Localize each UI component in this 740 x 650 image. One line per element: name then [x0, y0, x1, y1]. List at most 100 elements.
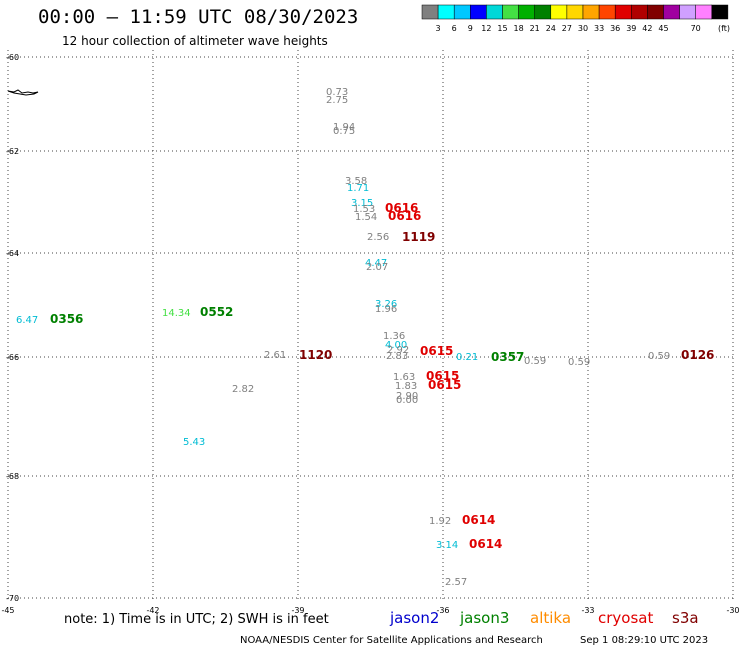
- longitude-tick-label: -45: [1, 606, 14, 615]
- wave-height-label: 1.53: [353, 204, 375, 215]
- longitude-tick-label: -39: [291, 606, 304, 615]
- color-scale-tick-label: 36: [610, 24, 620, 33]
- color-scale-tick-label: 24: [546, 24, 556, 33]
- color-scale-tick-label: 18: [514, 24, 524, 33]
- wave-height-label: 0.59: [568, 357, 590, 368]
- wave-height-label: 1.71: [347, 183, 369, 194]
- color-scale-unit: (ft): [718, 24, 730, 33]
- wave-height-label: 2.82: [232, 384, 254, 395]
- wave-height-label: 2.75: [326, 95, 348, 106]
- color-scale-tick-label: 6: [452, 24, 457, 33]
- longitude-tick-label: -30: [726, 606, 739, 615]
- pass-time-label: 0615: [426, 369, 459, 383]
- wave-height-label: 2.83: [386, 351, 408, 362]
- color-scale-tick-label: 70: [691, 24, 701, 33]
- footer-credit: NOAA/NESDIS Center for Satellite Applica…: [240, 635, 543, 646]
- coastline-fragment: [7, 89, 39, 96]
- color-scale-swatch: [421, 4, 439, 20]
- pass-time-label: 0616: [388, 209, 421, 223]
- color-scale-swatch: [582, 4, 600, 20]
- color-scale-tick-label: 15: [497, 24, 507, 33]
- wave-height-label: 0.73: [326, 87, 348, 98]
- wave-height-label: 2.92: [387, 345, 409, 356]
- color-scale-tick-label: 33: [594, 24, 604, 33]
- color-scale-swatch: [679, 4, 696, 20]
- wave-height-label: 2.57: [445, 577, 467, 588]
- color-scale-swatch: [631, 4, 648, 20]
- color-scale-tick-label: 45: [658, 24, 668, 33]
- color-scale-swatch: [614, 4, 632, 20]
- wave-height-observations: 0.732.75 1.940.75 3.581.71 3.151.531.54 2.56…: [16, 87, 714, 588]
- pass-time-label: 0552: [200, 305, 233, 319]
- latitude-tick-label: -70: [6, 594, 19, 603]
- longitude-tick-label: -42: [146, 606, 159, 615]
- wave-height-label: 1.36: [383, 331, 405, 342]
- lat-lon-grid: -45 -42 -39 -36 -33 -30 -60 -62 -64 -66 -68 -70: [1, 50, 740, 615]
- wave-height-label: 0.21: [456, 352, 478, 363]
- wave-height-label: 1.92: [429, 516, 451, 527]
- longitude-tick-label: -36: [436, 606, 449, 615]
- wave-height-label: 3.58: [345, 176, 367, 187]
- satellite-jason2-label: jason2: [390, 609, 440, 627]
- wave-height-label: 3.15: [351, 198, 373, 209]
- color-scale-swatch: [470, 4, 487, 20]
- pass-time-label: 0615: [420, 344, 453, 358]
- color-scale-tick-label: 30: [578, 24, 588, 33]
- color-scale-swatch: [695, 4, 713, 20]
- pass-time-label: 0614: [469, 537, 502, 551]
- color-scale-tick-label: 21: [530, 24, 540, 33]
- wave-height-label: 4.00: [385, 340, 407, 351]
- color-scale-tick-label: 39: [626, 24, 636, 33]
- satellite-altika-label: altika: [530, 609, 572, 627]
- coastline: [7, 89, 39, 96]
- wave-height-label: 2.61: [264, 350, 286, 361]
- wave-height-label: 1.96: [375, 304, 397, 315]
- wave-height-label: 1.54: [355, 212, 377, 223]
- wave-height-label: 2.07: [366, 262, 388, 273]
- color-scale-swatch: [518, 4, 535, 20]
- satellite-jason3-label: jason3: [460, 609, 510, 627]
- footer-timestamp: Sep 1 08:29:10 UTC 2023: [580, 635, 709, 646]
- pass-time-label: 1119: [402, 230, 435, 244]
- pass-time-label: 1120: [299, 348, 332, 362]
- color-scale-swatch: [663, 4, 680, 20]
- latitude-tick-label: -60: [6, 53, 19, 62]
- wave-height-label: 2.56: [367, 232, 389, 243]
- wave-height-label: 3.14: [436, 540, 458, 551]
- color-scale-tick-label: 27: [562, 24, 572, 33]
- map-subtitle: 12 hour collection of altimeter wave hei…: [62, 34, 328, 48]
- pass-time-label: 0614: [462, 513, 495, 527]
- pass-time-label: 0126: [681, 348, 714, 362]
- pass-time-label: 0615: [428, 378, 461, 392]
- color-scale-swatch: [647, 4, 664, 20]
- footer-note: note: 1) Time is in UTC; 2) SWH is in fe…: [64, 612, 329, 627]
- color-scale-swatch: [502, 4, 519, 20]
- latitude-tick-label: -68: [6, 472, 19, 481]
- color-scale-legend: 3 6 9 12 15 18 21 24 27 30 33 36 39 42 45 70 (ft): [421, 4, 730, 33]
- pass-time-label: 0616: [385, 201, 418, 215]
- wave-height-label: 0.75: [333, 126, 355, 137]
- longitude-tick-label: -33: [581, 606, 594, 615]
- wave-height-label: 0.59: [524, 356, 546, 367]
- color-scale-swatch: [453, 4, 471, 20]
- wave-height-label: 0.00: [396, 395, 418, 406]
- color-scale-tick-label: 9: [468, 24, 473, 33]
- wave-height-label: 6.47: [16, 315, 38, 326]
- wave-height-label: 1.63: [393, 372, 415, 383]
- latitude-tick-label: -66: [6, 353, 19, 362]
- color-scale-swatch: [534, 4, 552, 20]
- wave-height-label: 2.90: [396, 391, 418, 402]
- color-scale-swatch: [437, 4, 455, 20]
- latitude-tick-label: -62: [6, 147, 19, 156]
- wave-height-label: 1.83: [395, 381, 417, 392]
- color-scale-tick-label: 3: [436, 24, 441, 33]
- map-title: 00:00 – 11:59 UTC 08/30/2023: [38, 6, 359, 28]
- satellite-cryosat-label: cryosat: [598, 609, 654, 627]
- color-scale-swatch: [566, 4, 584, 20]
- color-scale-tick-label: 12: [481, 24, 491, 33]
- wave-height-label: 14.34: [162, 308, 191, 319]
- color-scale-tick-label: 42: [642, 24, 652, 33]
- wave-height-label: 5.43: [183, 437, 205, 448]
- wave-height-label: 4.47: [365, 258, 387, 269]
